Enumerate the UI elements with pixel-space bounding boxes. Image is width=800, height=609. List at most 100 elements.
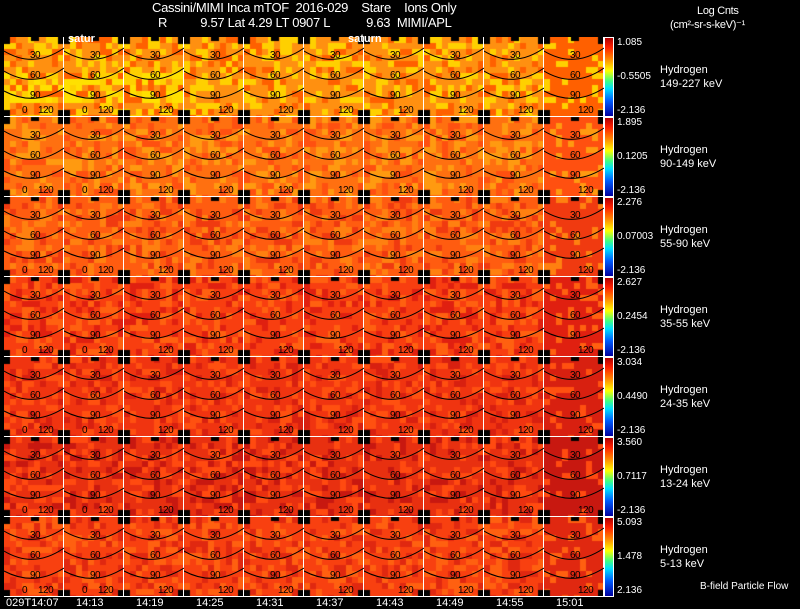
image-panel: 30 60 90 120 (304, 437, 364, 517)
image-panel: 30 60 90 120 (484, 437, 544, 517)
contour-line (544, 67, 604, 80)
contour-line (4, 447, 64, 460)
angle-label: 120 (158, 505, 174, 516)
image-panel: 30 60 90 120 (364, 37, 424, 117)
species-label: Hydrogen (660, 144, 708, 156)
angle-label: 60 (450, 230, 461, 241)
latitude-contours (124, 447, 184, 499)
angle-label: 30 (210, 530, 221, 541)
angle-label: 120 (458, 185, 474, 196)
angle-label: 90 (570, 250, 581, 261)
contour-line (244, 87, 304, 99)
colorbar-max-label: 1.085 (617, 37, 643, 48)
latitude-contours (544, 47, 604, 99)
contour-line (244, 567, 304, 579)
angle-label: 90 (150, 90, 161, 101)
contour-line (364, 147, 424, 160)
contour-line (424, 447, 484, 460)
angle-label: 30 (510, 50, 521, 61)
angle-label: 120 (338, 505, 354, 516)
angle-label: 120 (398, 505, 414, 516)
angle-label: 90 (510, 170, 521, 181)
latitude-contours (244, 287, 304, 339)
contour-line (4, 387, 64, 400)
angle-label: 60 (270, 70, 281, 81)
energy-range-label: 5-13 keV (660, 558, 705, 570)
angle-label: 30 (510, 450, 521, 461)
angle-label: 90 (510, 330, 521, 341)
energy-range-label: 24-35 keV (660, 398, 711, 410)
angle-label: 120 (158, 425, 174, 436)
contour-line (304, 567, 364, 579)
units-expression: (cm²-sr-s-keV)⁻¹ (670, 19, 745, 31)
image-panel: 30 60 90 120 (304, 117, 364, 197)
contour-line (364, 87, 424, 99)
contour-line (424, 307, 484, 320)
row-label: Hydrogen 5-13 keV (660, 543, 708, 571)
contour-line (4, 87, 64, 99)
image-panel: 30 60 90 0 120 (64, 277, 124, 357)
contour-line (364, 207, 424, 220)
contour-line (544, 467, 604, 480)
contour-line (4, 567, 64, 579)
angle-label: 90 (90, 490, 101, 501)
contour-line (484, 287, 544, 300)
image-panel: 30 60 90 120 (304, 357, 364, 437)
contour-line (484, 407, 544, 419)
image-panel: 30 60 90 0 120 (4, 437, 64, 517)
contour-line (544, 207, 604, 220)
angle-label: 120 (158, 265, 174, 276)
angle-label: 30 (150, 290, 161, 301)
energy-range-label: 35-55 keV (660, 318, 711, 330)
latitude-contours (184, 527, 244, 579)
contour-line (424, 327, 484, 339)
contour-line (244, 547, 304, 560)
angle-label: 30 (450, 210, 461, 221)
image-panel: 30 60 90 120 (364, 117, 424, 197)
contour-line (4, 287, 64, 300)
latitude-contours (424, 47, 484, 99)
angle-label: 90 (510, 90, 521, 101)
angle-label: 0 (22, 585, 28, 596)
image-panel: 30 60 90 0 120 (4, 357, 64, 437)
time-tick-label: 15:01 (556, 597, 584, 609)
angle-label: 30 (450, 130, 461, 141)
angle-label: 30 (330, 130, 341, 141)
image-panel: 30 60 90 0 120 (64, 437, 124, 517)
latitude-contours (64, 287, 124, 339)
image-panel: 30 60 90 0 120 (4, 197, 64, 277)
contour-line (304, 527, 364, 540)
angle-label: 90 (510, 570, 521, 581)
contour-line (124, 407, 184, 419)
angle-label: 120 (278, 585, 294, 596)
colorbar (604, 117, 614, 197)
angle-label: 60 (30, 470, 41, 481)
angle-label: 60 (450, 70, 461, 81)
angle-label: 60 (390, 230, 401, 241)
latitude-contours (304, 447, 364, 499)
latitude-contours (64, 127, 124, 179)
angle-label: 30 (570, 50, 581, 61)
angle-label: 30 (270, 210, 281, 221)
angle-label: 120 (38, 505, 54, 516)
angle-label: 60 (570, 150, 581, 161)
angle-label: 60 (330, 390, 341, 401)
angle-label: 60 (150, 70, 161, 81)
angle-label: 30 (390, 50, 401, 61)
latitude-contours (244, 47, 304, 99)
angle-label: 30 (30, 210, 41, 221)
angle-label: 120 (518, 425, 534, 436)
angle-label: 30 (150, 450, 161, 461)
angle-label: 120 (98, 585, 114, 596)
contour-line (424, 247, 484, 259)
image-panel: 30 60 90 120 (484, 517, 544, 597)
contour-line (184, 467, 244, 480)
angle-label: 60 (270, 230, 281, 241)
image-panel: 30 60 90 120 (364, 357, 424, 437)
contour-line (364, 47, 424, 60)
image-panel: 30 60 90 120 (424, 277, 484, 357)
contour-line (544, 307, 604, 320)
image-panel: 30 60 90 0 120 (4, 37, 64, 117)
angle-label: 90 (210, 170, 221, 181)
angle-label: 30 (90, 450, 101, 461)
